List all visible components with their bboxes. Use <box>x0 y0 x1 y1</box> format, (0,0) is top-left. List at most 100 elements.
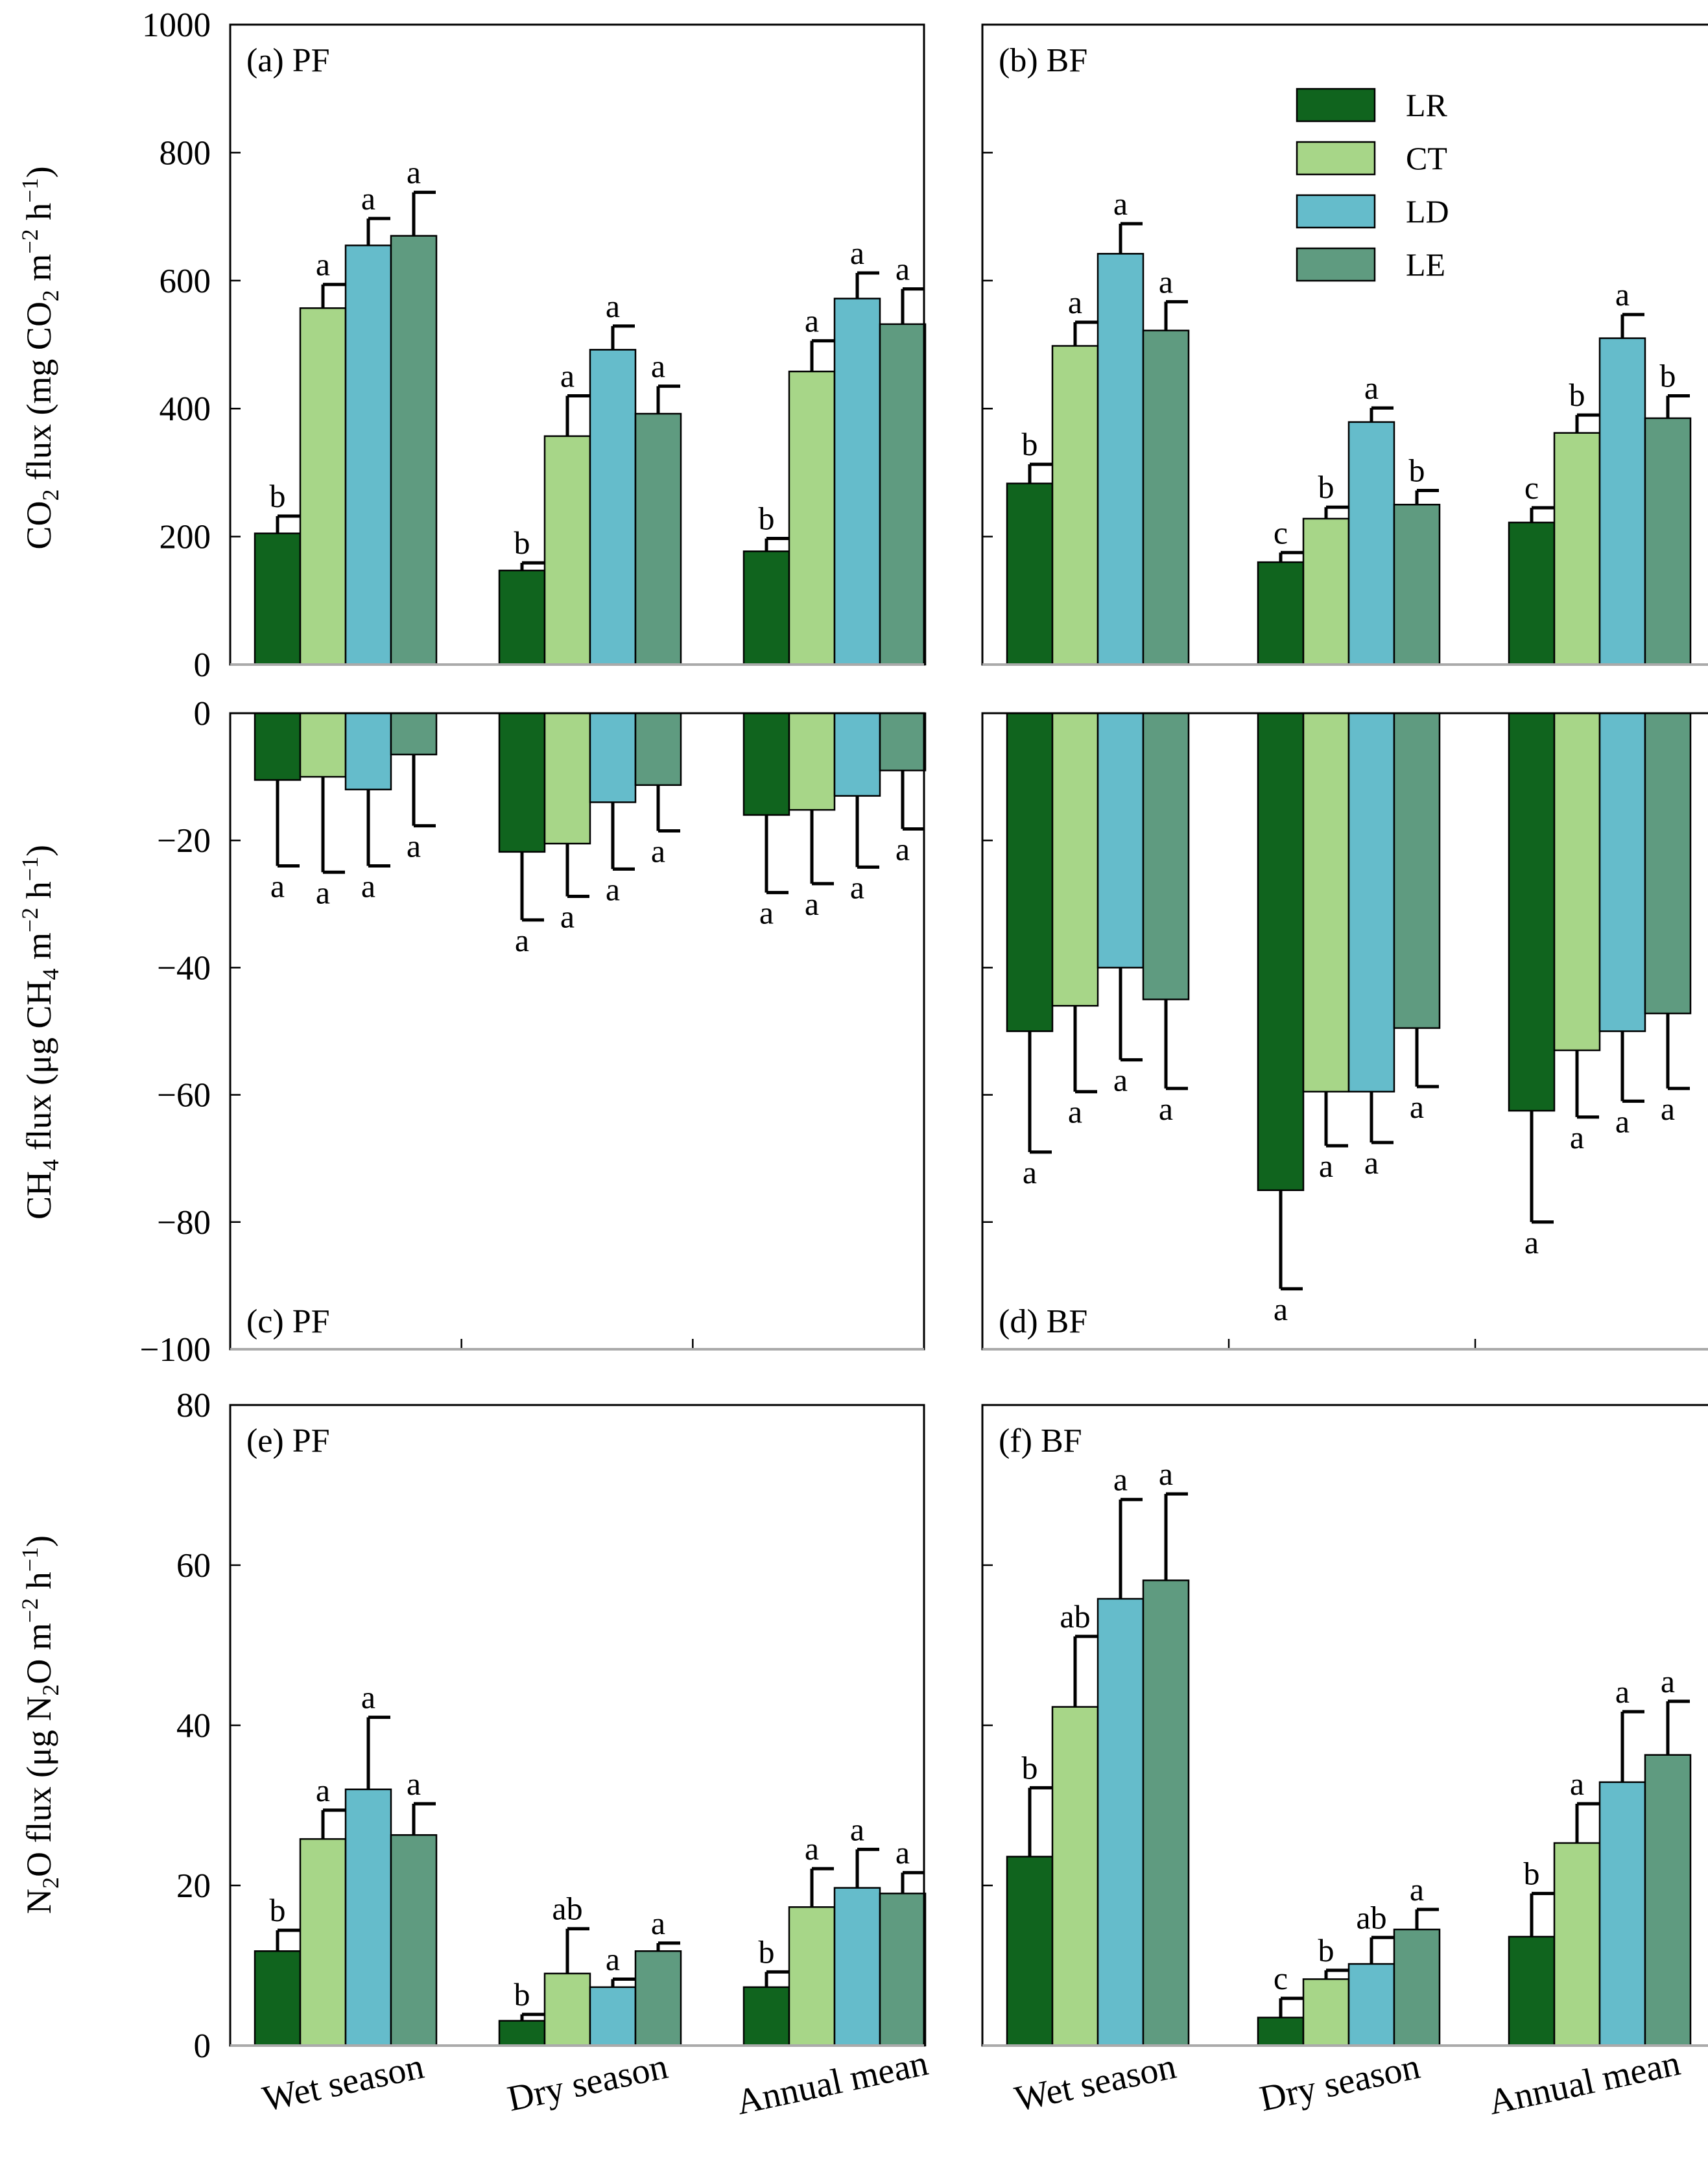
panel-label: (a) PF <box>246 42 330 79</box>
bar-lr <box>498 2020 546 2047</box>
significance-letter: a <box>361 180 375 217</box>
y-tick-label: 1000 <box>142 6 211 44</box>
significance-letter: b <box>1524 1855 1540 1891</box>
y-axis-title-part: 2 <box>38 490 64 501</box>
bar-le <box>1393 712 1441 1029</box>
y-axis-title-part: O flux (μg N <box>19 1696 58 1877</box>
significance-letter: b <box>759 501 775 537</box>
y-axis-title-part: m <box>19 254 58 290</box>
bar-le <box>879 1893 927 2047</box>
bar-ct <box>788 712 836 811</box>
bar-lr <box>1257 561 1305 666</box>
panel-label: (d) BF <box>999 1303 1087 1340</box>
y-axis-title-part: 2 <box>38 1684 64 1696</box>
bar-ct <box>1051 345 1099 666</box>
significance-letter: a <box>1159 1456 1173 1492</box>
bar-ct <box>788 370 836 666</box>
significance-letter: a <box>1364 1144 1379 1181</box>
bar-le <box>634 712 682 786</box>
y-tick-label: −60 <box>157 1077 211 1115</box>
significance-letter: a <box>850 869 864 905</box>
significance-letter: a <box>1319 1148 1333 1184</box>
y-axis-title-part: O m <box>19 1623 58 1684</box>
significance-letter: a <box>515 922 529 958</box>
bar-lr <box>254 1950 302 2047</box>
significance-letter: b <box>514 1976 530 2013</box>
bar-ct <box>1051 1706 1099 2047</box>
bar-le <box>1142 329 1190 666</box>
significance-letter: a <box>651 348 665 384</box>
y-tick-label: 0 <box>194 695 211 733</box>
bar-ld <box>1097 1598 1145 2047</box>
bar-ld <box>1347 1963 1395 2047</box>
significance-letter: a <box>1570 1119 1584 1155</box>
significance-letter: a <box>850 1811 864 1847</box>
bar-ct <box>299 307 347 666</box>
significance-letter: b <box>270 478 286 514</box>
bar-ld <box>589 1986 637 2047</box>
bar-ld <box>1347 712 1395 1092</box>
legend: LR CT LD LE <box>1296 87 1449 283</box>
bar-ct <box>1553 1842 1601 2047</box>
significance-letter: c <box>1274 1960 1288 1996</box>
significance-letter: a <box>316 246 330 283</box>
y-axis-title-part: h <box>19 881 58 908</box>
bar-ld <box>344 244 392 666</box>
significance-letter: a <box>361 1679 375 1716</box>
significance-letter: a <box>1524 1224 1539 1260</box>
y-axis-title-part: flux (mg CO <box>19 301 58 490</box>
bar-ct <box>299 712 347 778</box>
category-label: Dry season <box>1256 2046 1423 2120</box>
bar-lr <box>254 532 302 666</box>
bar-le <box>390 1834 438 2047</box>
significance-letter: ab <box>1060 1598 1090 1635</box>
significance-letter: a <box>606 1941 620 1977</box>
significance-letter: ab <box>552 1891 582 1927</box>
y-tick-label: 600 <box>160 263 211 300</box>
y-tick-label: −80 <box>157 1204 211 1242</box>
y-axis-title-part: ) <box>19 1535 58 1547</box>
significance-letter: b <box>1409 453 1425 489</box>
significance-letter: c <box>1524 469 1539 506</box>
significance-letter: c <box>1274 514 1288 550</box>
bar-lr <box>1006 712 1054 1032</box>
significance-letter: a <box>1615 276 1630 313</box>
bar-le <box>879 323 927 666</box>
significance-letter: a <box>407 154 421 191</box>
significance-letter: a <box>1068 284 1082 320</box>
significance-letter: a <box>651 1905 665 1941</box>
y-tick-label: 800 <box>160 134 211 172</box>
category-label: Annual mean <box>1485 2043 1683 2123</box>
y-axis-title-part: m <box>19 932 58 969</box>
significance-letter: b <box>1660 357 1676 394</box>
legend-label: LR <box>1406 87 1448 123</box>
significance-letter: a <box>1661 1663 1675 1699</box>
significance-letter: a <box>805 1830 819 1867</box>
bar-ct <box>543 712 591 845</box>
y-axis-title: N2O flux (μg N2O m−2 h−1) <box>17 1535 64 1914</box>
legend-swatch-le <box>1296 247 1376 282</box>
y-axis-title-part: CH <box>19 1171 58 1220</box>
significance-letter: a <box>850 235 864 271</box>
significance-letter: a <box>316 874 330 910</box>
bar-lr <box>498 712 546 853</box>
y-tick-label: 20 <box>176 1867 211 1905</box>
significance-letter: a <box>1615 1673 1630 1710</box>
significance-letter: a <box>1159 1091 1173 1127</box>
significance-letter: b <box>759 1933 775 1970</box>
category-label: Wet season <box>259 2046 427 2120</box>
significance-letter: a <box>896 1834 910 1871</box>
bar-ct <box>1302 517 1350 666</box>
significance-letter: a <box>805 303 819 339</box>
significance-letter: a <box>1364 370 1379 406</box>
y-tick-label: 80 <box>176 1387 211 1424</box>
significance-letter: b <box>1569 377 1585 413</box>
bar-lr <box>742 712 790 816</box>
significance-letter: a <box>606 288 620 324</box>
y-axis-title-part: −2 <box>17 229 43 254</box>
bar-lr <box>1006 482 1054 666</box>
bar-ld <box>1347 421 1395 666</box>
